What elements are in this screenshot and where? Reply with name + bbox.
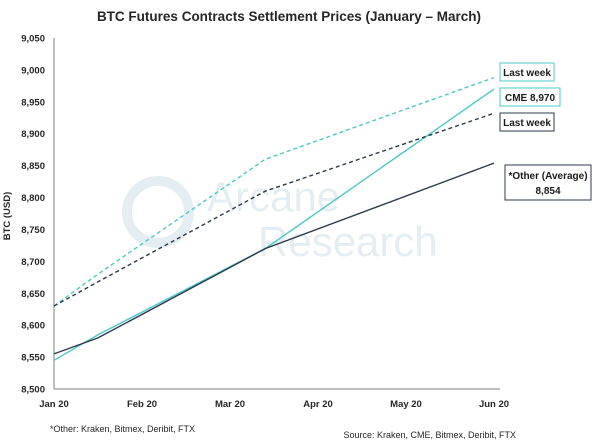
- x-tick-label: Jun 20: [479, 399, 509, 410]
- source-note: Source: Kraken, CME, Bitmex, Deribit, FT…: [343, 430, 516, 440]
- callout-cme-last-week-box: [499, 62, 555, 82]
- watermark: Arcane Research: [122, 173, 438, 265]
- callout-cme-last-week-text: Last week: [503, 68, 551, 79]
- callout-other-box: [504, 164, 592, 201]
- y-tick-label: 9,050: [21, 34, 45, 45]
- callout-other-last-week: Last week: [499, 112, 555, 132]
- series-line-cme-last-week: [53, 76, 495, 307]
- series-line-cme: [53, 88, 495, 361]
- y-tick-label: 8,700: [21, 257, 45, 268]
- callout-cme: CME 8,970: [499, 87, 561, 107]
- chart-title: BTC Futures Contracts Settlement Prices …: [97, 9, 481, 24]
- x-tick-label: Apr 20: [303, 399, 333, 410]
- callout-cme-text: CME 8,970: [505, 93, 555, 104]
- watermark-brand-line1: Arcane: [207, 173, 340, 220]
- y-axis-title: BTC (USD): [2, 192, 13, 241]
- y-tick-labels: 8,500 8,550 8,600 8,650 8,700 8,750 8,800 8,850…: [21, 34, 45, 396]
- callout-cme-box: [499, 87, 561, 107]
- callout-other-text-line2: 8,854: [535, 186, 560, 197]
- y-tick-label: 8,600: [21, 321, 45, 332]
- x-tick-label: May 20: [390, 399, 422, 410]
- y-tick-label: 8,850: [21, 161, 45, 172]
- y-tick-label: 8,950: [21, 97, 45, 108]
- callout-other-text-line1: *Other (Average): [508, 171, 587, 182]
- y-tick-label: 8,750: [21, 225, 45, 236]
- y-tick-label: 8,650: [21, 289, 45, 300]
- x-tick-labels: Jan 20 Feb 20 Mar 20 Apr 20 May 20 Jun 20: [39, 399, 509, 410]
- callout-cme-last-week: Last week: [499, 62, 555, 82]
- callout-other-last-week-box: [499, 112, 555, 132]
- series-line-other-average: [53, 162, 495, 355]
- series-lines: [53, 76, 495, 361]
- x-tick-label: Jan 20: [39, 399, 69, 410]
- y-tick-label: 9,000: [21, 65, 45, 76]
- callout-other: *Other (Average) 8,854: [504, 164, 592, 201]
- footnote: *Other: Kraken, Bitmex, Deribit, FTX: [50, 424, 195, 434]
- y-tick-label: 8,500: [21, 385, 45, 396]
- x-tick-label: Mar 20: [215, 399, 245, 410]
- y-tick-label: 8,800: [21, 193, 45, 204]
- y-tick-label: 8,550: [21, 353, 45, 364]
- y-tick-label: 8,900: [21, 129, 45, 140]
- watermark-brand-line2: Research: [258, 218, 438, 265]
- callout-other-last-week-text: Last week: [503, 118, 551, 129]
- x-tick-label: Feb 20: [127, 399, 157, 410]
